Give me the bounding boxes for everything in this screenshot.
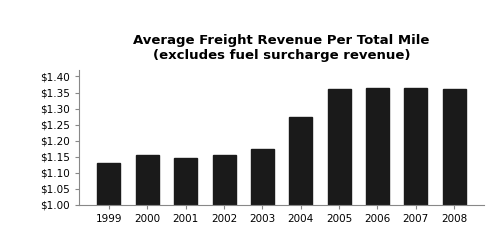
Bar bbox=[328, 89, 351, 205]
Bar bbox=[404, 88, 427, 205]
Bar bbox=[251, 149, 274, 205]
Title: Average Freight Revenue Per Total Mile
(excludes fuel surcharge revenue): Average Freight Revenue Per Total Mile (… bbox=[133, 34, 430, 62]
Bar bbox=[443, 89, 466, 205]
Bar bbox=[366, 88, 389, 205]
Bar bbox=[174, 158, 197, 205]
Bar bbox=[136, 155, 159, 205]
Bar bbox=[212, 155, 236, 205]
Bar bbox=[289, 116, 312, 205]
Bar bbox=[97, 163, 121, 205]
